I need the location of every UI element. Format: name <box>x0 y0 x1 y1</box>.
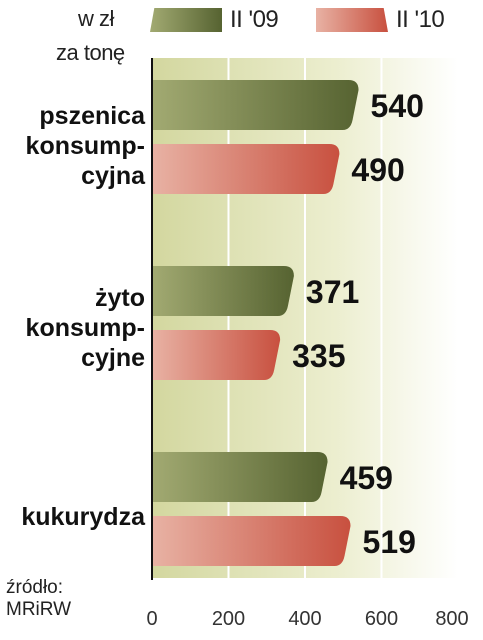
bar-value-label: 335 <box>292 338 345 374</box>
legend-swatch-2010 <box>316 8 388 32</box>
x-tick-label: 200 <box>212 608 245 630</box>
bar-value-label: 519 <box>363 524 416 560</box>
legend-label-2010: II '10 <box>396 6 445 33</box>
category-line: pszenica <box>39 102 145 130</box>
unit-label-line2: za tonę <box>56 40 125 65</box>
legend-swatch-2009 <box>150 8 222 32</box>
category-line: konsump- <box>25 314 145 342</box>
category-label-pszenica: pszenica konsump- cyjna <box>0 101 145 191</box>
bar-2010 <box>152 144 340 194</box>
bar-value-label: 459 <box>340 460 393 496</box>
bar-value-label: 371 <box>306 274 359 310</box>
category-line: cyjne <box>81 344 145 372</box>
bar-value-label: 540 <box>371 88 424 124</box>
bar-2009 <box>152 266 294 316</box>
source-note: źródło: MRiRW <box>6 577 71 621</box>
bars: 540 490 371 335 459 519 <box>152 80 424 566</box>
bar-2010 <box>152 330 281 380</box>
category-label-zyto: żyto konsump- cyjne <box>0 283 145 373</box>
source-line1: źródło: <box>6 577 64 598</box>
category-line: kukurydza <box>21 503 145 531</box>
bar-value-label: 490 <box>351 152 404 188</box>
bar-2010 <box>152 516 351 566</box>
x-tick-labels: 0 200 400 600 800 <box>146 608 468 630</box>
x-tick-label: 0 <box>146 608 157 630</box>
x-tick-label: 800 <box>435 608 468 630</box>
legend-item-2010: II '10 <box>316 5 445 35</box>
source-line2: MRiRW <box>6 599 72 620</box>
category-line: konsump- <box>25 132 145 160</box>
category-line: cyjna <box>81 162 145 190</box>
category-line: żyto <box>95 284 145 312</box>
legend-item-2009: II '09 <box>150 5 279 35</box>
bar-2009 <box>152 452 328 502</box>
category-label-kukurydza: kukurydza <box>0 502 145 532</box>
x-tick-label: 600 <box>365 608 398 630</box>
legend-label-2009: II '09 <box>230 6 279 33</box>
x-tick-label: 400 <box>288 608 321 630</box>
unit-label-line1: w zł <box>78 6 114 31</box>
bar-2009 <box>152 80 359 130</box>
